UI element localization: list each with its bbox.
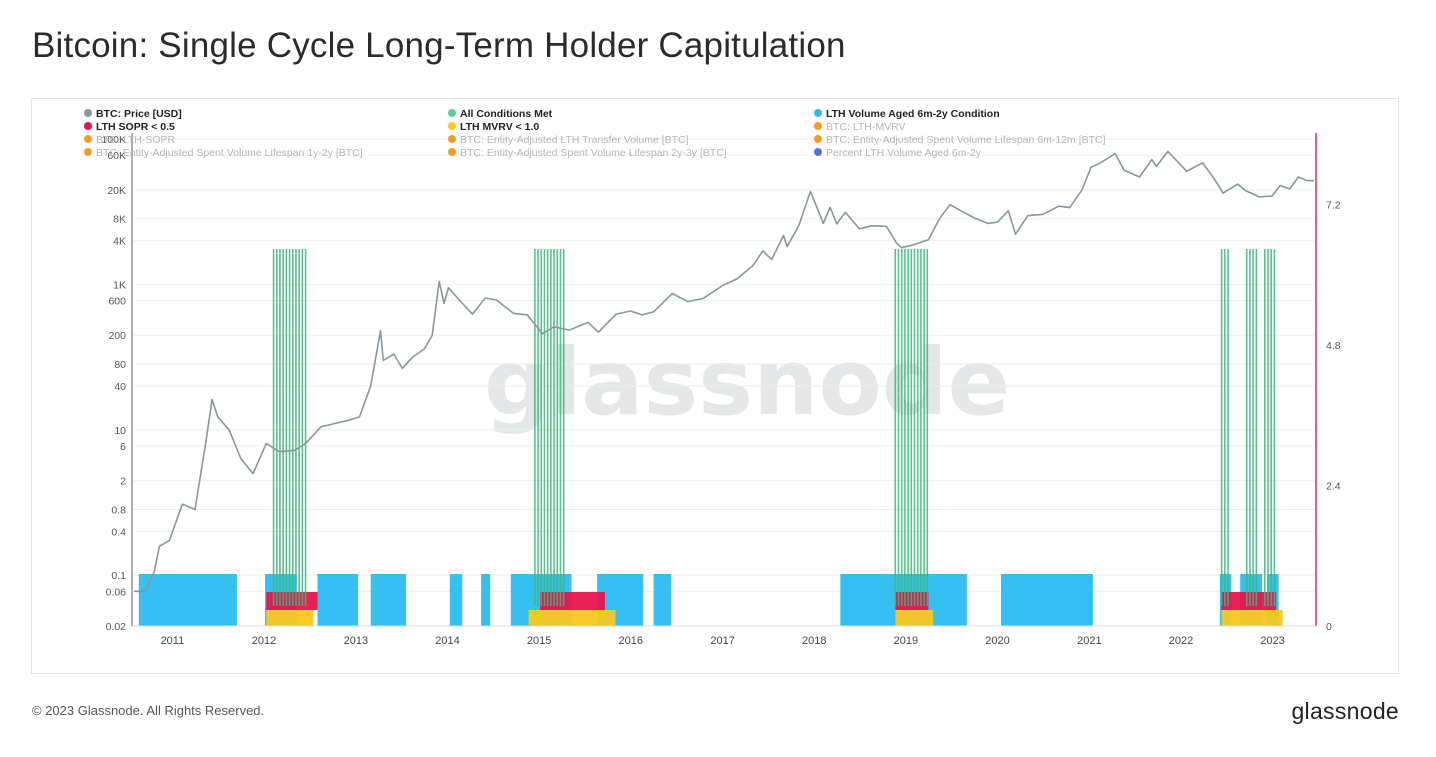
y2-tick-label: 2.4 <box>1326 480 1341 492</box>
y-tick-label: 0.1 <box>111 570 126 582</box>
chart-svg: glassnode 100K 60K 20K 8K 4K 1K 600 200 80 40 10 6 2… <box>84 108 1341 647</box>
glassnode-logo: glassnode <box>1291 698 1399 724</box>
legend-item-label: Percent LTH Volume Aged 6m-2y <box>826 147 982 159</box>
price-line <box>134 150 1315 593</box>
legend-marker <box>448 135 456 143</box>
legend-item-label: BTC: LTH-SOPR <box>96 134 176 146</box>
legend-item-label: BTC: Entity-Adjusted Spent Volume Lifesp… <box>460 147 727 159</box>
legend-item-label: LTH Volume Aged 6m-2y Condition <box>826 108 1000 120</box>
legend-marker <box>448 109 456 117</box>
copyright-text: © 2023 Glassnode. All Rights Reserved. <box>32 703 265 718</box>
watermark-text: glassnode <box>484 329 1010 436</box>
y2-tick-label: 0 <box>1326 621 1332 633</box>
lth-mvrv-condition-band <box>895 610 934 626</box>
legend-item-label: BTC: Price [USD] <box>96 108 182 120</box>
legend-marker <box>448 122 456 130</box>
lth-volume-condition-band <box>449 574 463 626</box>
y-tick-label: 10 <box>114 425 126 437</box>
y-tick-label: 100K <box>101 134 126 146</box>
y-tick-label: 20K <box>107 185 126 197</box>
y-tick-label: 4K <box>113 236 126 248</box>
lth-volume-condition-band <box>653 574 672 626</box>
y-tick-label: 0.02 <box>106 621 127 633</box>
x-tick-label: 2022 <box>1169 635 1193 647</box>
x-tick-label: 2016 <box>619 635 643 647</box>
lth-volume-condition-band <box>1000 574 1093 626</box>
x-tick-label: 2015 <box>527 635 551 647</box>
legend-item-label: BTC: LTH-MVRV <box>826 121 906 133</box>
lth-mvrv-condition-band <box>266 610 314 626</box>
page-title: Bitcoin: Single Cycle Long-Term Holder C… <box>32 26 846 65</box>
lth-sopr-condition-band <box>540 592 605 610</box>
legend-marker <box>448 148 456 156</box>
y-tick-label: 60K <box>107 150 126 162</box>
lth-sopr-condition-band <box>266 592 318 610</box>
y-tick-label: 1K <box>113 279 126 291</box>
y2-tick-label: 4.8 <box>1326 340 1341 352</box>
y2-tick-label: 7.2 <box>1326 199 1341 211</box>
legend-marker <box>84 135 92 143</box>
y-tick-label: 0.4 <box>111 526 126 538</box>
x-tick-label: 2023 <box>1260 635 1284 647</box>
y-tick-label: 80 <box>114 359 126 371</box>
legend-item-label: BTC: Entity-Adjusted LTH Transfer Volume… <box>460 134 689 146</box>
x-tick-label: 2014 <box>435 635 459 647</box>
x-tick-label: 2019 <box>894 635 918 647</box>
x-tick-label: 2020 <box>985 635 1009 647</box>
legend-marker <box>84 148 92 156</box>
y-tick-label: 600 <box>108 296 126 308</box>
x-tick-label: 2011 <box>161 635 185 647</box>
x-tick-label: 2012 <box>252 635 276 647</box>
legend-item-label: All Conditions Met <box>460 108 553 120</box>
x-tick-label: 2018 <box>802 635 826 647</box>
lth-volume-condition-band <box>138 574 237 626</box>
chart-card: glassnode 100K 60K 20K 8K 4K 1K 600 200 80 40 10 6 2… <box>31 98 1399 674</box>
x-tick-label: 2017 <box>710 635 734 647</box>
x-tick-label: 2013 <box>344 635 368 647</box>
legend-marker <box>814 109 822 117</box>
legend-item-label: BTC: Entity-Adjusted Spent Volume Lifesp… <box>826 134 1106 146</box>
lth-mvrv-condition-band <box>528 610 616 626</box>
lth-volume-condition-band <box>481 574 491 626</box>
y-tick-label: 6 <box>120 441 126 453</box>
lth-volume-condition-band <box>317 574 359 626</box>
lth-sopr-condition-band <box>1221 592 1277 610</box>
legend-item-label: LTH MVRV < 1.0 <box>460 121 539 133</box>
y-tick-label: 0.8 <box>111 505 126 517</box>
y-tick-label: 0.06 <box>106 586 127 598</box>
y-tick-label: 8K <box>113 214 126 226</box>
legend-marker <box>84 109 92 117</box>
legend-marker <box>814 135 822 143</box>
legend-marker <box>814 148 822 156</box>
y-tick-label: 2 <box>120 476 126 488</box>
legend-marker <box>84 122 92 130</box>
lth-mvrv-condition-band <box>1221 610 1283 626</box>
lth-volume-condition-band <box>370 574 407 626</box>
y-tick-label: 200 <box>108 330 126 342</box>
x-tick-label: 2021 <box>1077 635 1101 647</box>
legend-item-label: BTC: Entity-Adjusted Spent Volume Lifesp… <box>96 147 363 159</box>
legend-item-label: LTH SOPR < 0.5 <box>96 121 175 133</box>
legend-marker <box>814 122 822 130</box>
y-tick-label: 40 <box>114 381 126 393</box>
